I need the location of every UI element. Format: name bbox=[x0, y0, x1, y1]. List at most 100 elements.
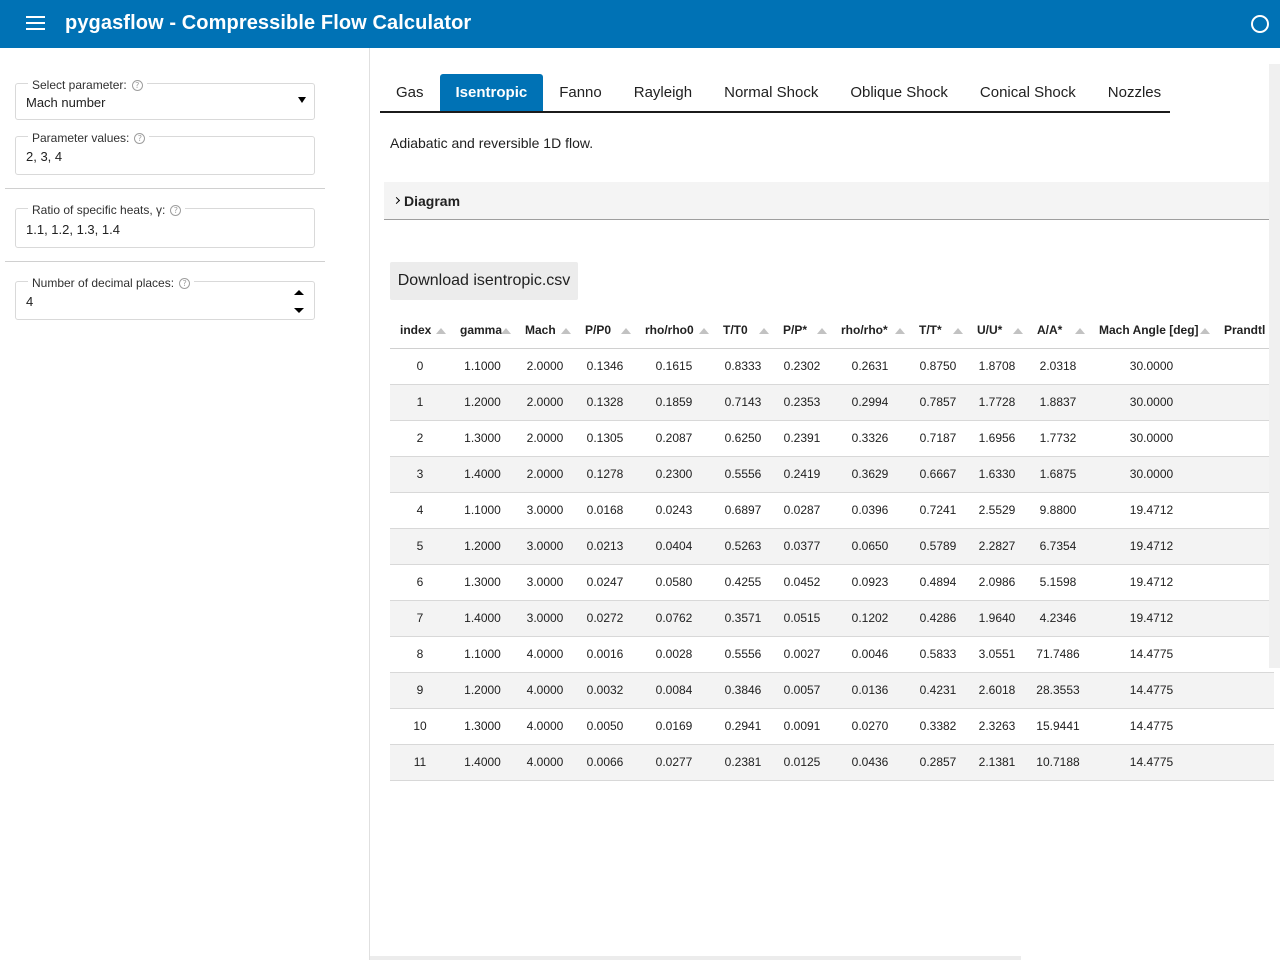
table-cell: 0.0125 bbox=[773, 744, 831, 781]
column-header[interactable]: Mach Angle [deg] bbox=[1089, 312, 1214, 349]
table-cell: 0.7241 bbox=[909, 492, 967, 529]
table-cell: 3.0000 bbox=[515, 528, 575, 565]
table-cell: 2.0000 bbox=[515, 348, 575, 385]
tab-description: Adiabatic and reversible 1D flow. bbox=[390, 135, 594, 151]
select-parameter-label: Select parameter: bbox=[32, 78, 127, 92]
sort-ascending-icon[interactable] bbox=[621, 328, 631, 334]
help-icon[interactable]: ? bbox=[134, 132, 146, 144]
sort-ascending-icon[interactable] bbox=[436, 328, 446, 334]
table-cell: 71.7486 bbox=[1027, 636, 1089, 673]
gamma-input[interactable]: Ratio of specific heats, γ: ? 1.1, 1.2, … bbox=[15, 203, 315, 248]
spin-up-icon[interactable] bbox=[294, 290, 304, 295]
column-header[interactable]: index bbox=[390, 312, 450, 349]
help-icon[interactable]: ? bbox=[131, 79, 143, 91]
table-row: 10 1.3000 4.0000 0.0050 0.0169 0.2941 0.0091 0.… bbox=[390, 708, 1274, 745]
sort-ascending-icon[interactable] bbox=[1013, 328, 1023, 334]
table-cell: 0.3382 bbox=[909, 708, 967, 745]
help-icon[interactable]: ? bbox=[170, 204, 182, 216]
spin-down-icon[interactable] bbox=[294, 308, 304, 313]
table-cell: 0.1346 bbox=[575, 348, 635, 385]
select-parameter-value: Mach number bbox=[26, 95, 106, 110]
table-cell: 0.6897 bbox=[713, 492, 773, 529]
table-cell: 0.0270 bbox=[831, 708, 909, 745]
table-cell: 1.2000 bbox=[450, 384, 515, 421]
hamburger-menu-icon[interactable] bbox=[26, 16, 45, 32]
table-cell: 2.0318 bbox=[1027, 348, 1089, 385]
table-cell: 0.0091 bbox=[773, 708, 831, 745]
decimal-places-input[interactable]: Number of decimal places: ? 4 bbox=[15, 276, 315, 320]
sort-ascending-icon[interactable] bbox=[501, 328, 511, 334]
horizontal-scrollbar[interactable] bbox=[370, 956, 1021, 960]
tab-fanno[interactable]: Fanno bbox=[559, 84, 602, 101]
sort-ascending-icon[interactable] bbox=[699, 328, 709, 334]
app-header: pygasflow - Compressible Flow Calculator bbox=[0, 0, 1280, 48]
tab-conical-shock[interactable]: Conical Shock bbox=[979, 84, 1076, 101]
table-cell: 0.2391 bbox=[773, 420, 831, 457]
sort-ascending-icon[interactable] bbox=[953, 328, 963, 334]
column-header[interactable]: Mach bbox=[515, 312, 575, 349]
column-header-label: U/U* bbox=[977, 322, 1003, 337]
column-header[interactable]: rho/rho0 bbox=[635, 312, 713, 349]
sort-ascending-icon[interactable] bbox=[759, 328, 769, 334]
table-cell: 2 bbox=[390, 420, 450, 457]
table-cell: 2.2827 bbox=[967, 528, 1027, 565]
download-csv-button[interactable]: Download isentropic.csv bbox=[390, 262, 578, 300]
diagram-accordion[interactable]: Diagram bbox=[384, 182, 1280, 220]
tab-oblique-shock[interactable]: Oblique Shock bbox=[850, 84, 948, 101]
column-header[interactable]: gamma bbox=[450, 312, 515, 349]
tab-nozzles[interactable]: Nozzles bbox=[1107, 84, 1162, 101]
parameter-values-input[interactable]: Parameter values: ? 2, 3, 4 bbox=[15, 131, 315, 175]
table-cell: 5 bbox=[390, 528, 450, 565]
table-cell: 0.2631 bbox=[831, 348, 909, 385]
vertical-scrollbar[interactable] bbox=[1269, 64, 1280, 668]
table-row: 2 1.3000 2.0000 0.1305 0.2087 0.6250 0.2391 0.3… bbox=[390, 420, 1274, 457]
table-cell: 0.0272 bbox=[575, 600, 635, 637]
table-cell: 0.3326 bbox=[831, 420, 909, 457]
table-cell: 3.0000 bbox=[515, 600, 575, 637]
table-cell: 1.9640 bbox=[967, 600, 1027, 637]
parameter-values-label: Parameter values: bbox=[32, 131, 130, 145]
sidebar-divider bbox=[5, 261, 325, 262]
column-header[interactable]: Prandtl bbox=[1214, 312, 1274, 349]
sort-ascending-icon[interactable] bbox=[1200, 328, 1210, 334]
table-cell: 14.4775 bbox=[1089, 744, 1214, 781]
sort-ascending-icon[interactable] bbox=[1075, 328, 1085, 334]
column-header[interactable]: P/P0 bbox=[575, 312, 635, 349]
column-header[interactable]: A/A* bbox=[1027, 312, 1089, 349]
table-cell: 28.3553 bbox=[1027, 672, 1089, 709]
table-cell: 0.0050 bbox=[575, 708, 635, 745]
help-icon[interactable]: ? bbox=[179, 277, 191, 289]
table-cell: 6.7354 bbox=[1027, 528, 1089, 565]
tab-gas[interactable]: Gas bbox=[396, 84, 424, 101]
table-cell: 2.0000 bbox=[515, 420, 575, 457]
table-cell: 3.0000 bbox=[515, 564, 575, 601]
table-cell: 0.7143 bbox=[713, 384, 773, 421]
column-header[interactable]: T/T0 bbox=[713, 312, 773, 349]
sort-ascending-icon[interactable] bbox=[817, 328, 827, 334]
table-row: 11 1.4000 4.0000 0.0066 0.0277 0.2381 0.0125 0.… bbox=[390, 744, 1274, 781]
table-cell: 0.0436 bbox=[831, 744, 909, 781]
select-parameter-dropdown[interactable]: Select parameter: ? Mach number bbox=[15, 78, 315, 120]
table-cell: 0.2381 bbox=[713, 744, 773, 781]
column-header[interactable]: U/U* bbox=[967, 312, 1027, 349]
decimal-places-label-wrap: Number of decimal places: ? bbox=[28, 276, 195, 290]
table-cell: 0.5263 bbox=[713, 528, 773, 565]
table-cell: 0.0247 bbox=[575, 564, 635, 601]
table-cell: 0.8750 bbox=[909, 348, 967, 385]
sort-ascending-icon[interactable] bbox=[895, 328, 905, 334]
table-row: 0 1.1000 2.0000 0.1346 0.1615 0.8333 0.2302 0.2… bbox=[390, 348, 1274, 385]
column-header-label: gamma bbox=[460, 322, 503, 337]
app-title: pygasflow - Compressible Flow Calculator bbox=[65, 12, 472, 34]
table-row: 5 1.2000 3.0000 0.0213 0.0404 0.5263 0.0377 0.0… bbox=[390, 528, 1274, 565]
sort-ascending-icon[interactable] bbox=[561, 328, 571, 334]
tab-rayleigh[interactable]: Rayleigh bbox=[633, 84, 693, 101]
table-cell: 8 bbox=[390, 636, 450, 673]
tab-isentropic[interactable]: Isentropic bbox=[439, 74, 544, 111]
tab-normal-shock[interactable]: Normal Shock bbox=[724, 84, 819, 101]
table-cell: 0.7187 bbox=[909, 420, 967, 457]
table-cell: 0.1615 bbox=[635, 348, 713, 385]
column-header[interactable]: T/T* bbox=[909, 312, 967, 349]
table-cell: 0.2941 bbox=[713, 708, 773, 745]
column-header[interactable]: P/P* bbox=[773, 312, 831, 349]
column-header[interactable]: rho/rho* bbox=[831, 312, 909, 349]
